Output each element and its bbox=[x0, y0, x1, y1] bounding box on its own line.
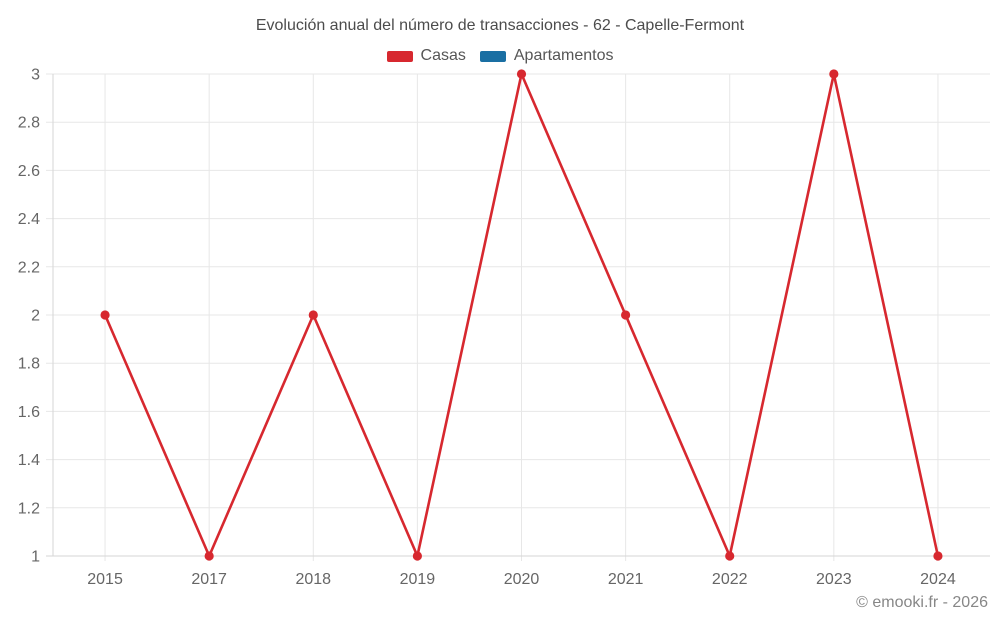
y-tick-label: 2.4 bbox=[18, 211, 40, 228]
y-tick-label: 1.4 bbox=[18, 452, 40, 469]
legend-label-apartamentos: Apartamentos bbox=[513, 47, 614, 64]
y-tick-label: 2 bbox=[31, 308, 40, 325]
data-point-casas[interactable] bbox=[829, 69, 839, 79]
x-tick-label: 2021 bbox=[608, 571, 644, 588]
data-point-casas[interactable] bbox=[725, 551, 735, 561]
y-tick-label: 1.6 bbox=[18, 404, 40, 421]
legend-label-casas: Casas bbox=[420, 47, 466, 64]
x-tick-label: 2015 bbox=[87, 571, 123, 588]
y-tick-label: 1.2 bbox=[18, 500, 40, 517]
data-point-casas[interactable] bbox=[516, 69, 527, 79]
x-tick-label: 2018 bbox=[295, 571, 331, 588]
y-tick-label: 3 bbox=[31, 67, 40, 84]
y-tick-label: 2.6 bbox=[18, 163, 40, 180]
x-tick-label: 2024 bbox=[920, 571, 956, 588]
data-point-casas[interactable] bbox=[621, 310, 631, 320]
y-tick-label: 2.2 bbox=[18, 259, 40, 276]
x-tick-label: 2020 bbox=[504, 571, 540, 588]
y-tick-label: 1 bbox=[31, 549, 40, 566]
data-point-casas[interactable] bbox=[204, 551, 214, 561]
x-tick-label: 2017 bbox=[191, 571, 227, 588]
y-tick-label: 2.8 bbox=[18, 115, 40, 132]
legend-item-apartamentos[interactable]: Apartamentos bbox=[479, 47, 614, 65]
apartamentos-swatch-icon bbox=[479, 50, 506, 62]
copyright-watermark: © emooki.fr - 2026 bbox=[856, 594, 988, 611]
data-point-casas[interactable] bbox=[412, 551, 422, 561]
x-tick-label: 2019 bbox=[400, 571, 436, 588]
casas-swatch-icon bbox=[386, 50, 413, 62]
data-point-casas[interactable] bbox=[933, 551, 943, 561]
legend-item-casas[interactable]: Casas bbox=[386, 47, 466, 65]
legend: Casas Apartamentos bbox=[0, 47, 1000, 65]
data-point-casas[interactable] bbox=[308, 310, 318, 320]
x-tick-label: 2022 bbox=[712, 571, 748, 588]
x-tick-label: 2023 bbox=[816, 571, 852, 588]
y-tick-label: 1.8 bbox=[18, 356, 40, 373]
chart-title: Evolución anual del número de transaccio… bbox=[255, 17, 745, 34]
data-point-casas[interactable] bbox=[100, 310, 110, 320]
